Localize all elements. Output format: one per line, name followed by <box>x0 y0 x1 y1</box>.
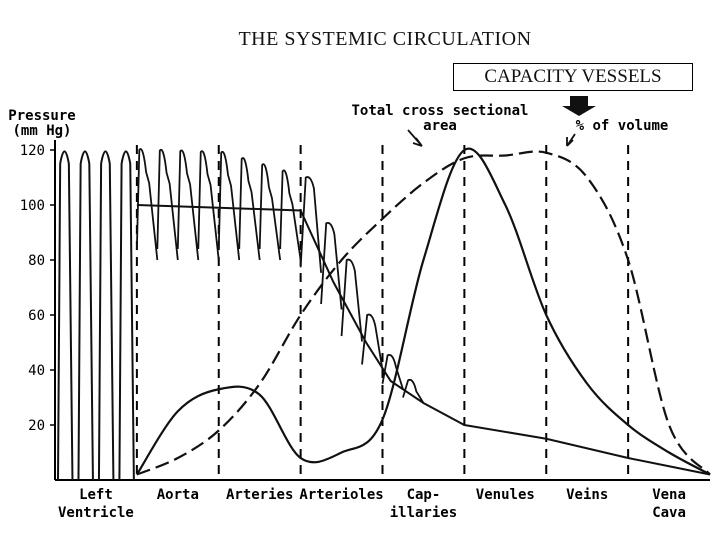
region-label: Veins <box>566 487 608 503</box>
capacity-arrow-icon <box>562 96 596 116</box>
y-axis-label: Pressure <box>8 108 75 124</box>
region-label: Vena <box>652 487 686 503</box>
region-label: Cap- <box>407 487 441 503</box>
y-tick-label: 100 <box>20 198 45 214</box>
annotation-arrow <box>407 129 423 147</box>
y-tick-label: 60 <box>28 308 45 324</box>
region-label: Aorta <box>157 487 199 503</box>
chart-title: THE SYSTEMIC CIRCULATION <box>238 28 532 50</box>
annotation-label: % of volume <box>576 118 669 134</box>
region-label: Left <box>79 487 113 503</box>
y-axis-label: (mm Hg) <box>12 123 71 139</box>
series-ventricle-pulses <box>57 150 135 481</box>
series-mean-pressure <box>136 204 711 476</box>
y-tick-label: 80 <box>28 253 45 269</box>
region-label: Ventricle <box>58 505 134 521</box>
annotation-label: Total cross sectional <box>351 103 528 119</box>
region-label: Arterioles <box>299 487 383 503</box>
y-tick-label: 120 <box>20 143 45 159</box>
y-tick-label: 40 <box>28 363 45 379</box>
y-tick-label: 20 <box>28 418 45 434</box>
region-label: Arteries <box>226 487 293 503</box>
series-arterial-pulses <box>135 148 425 404</box>
series-cross-sectional-area <box>135 147 711 476</box>
series-percent-volume <box>136 150 711 476</box>
annotation-arrow <box>566 133 576 147</box>
region-label: Cava <box>652 505 686 521</box>
region-label: Venules <box>476 487 535 503</box>
annotation-label: area <box>423 118 457 134</box>
capacity-vessels-box: CAPACITY VESSELS <box>453 63 693 91</box>
region-label: illaries <box>390 505 457 521</box>
